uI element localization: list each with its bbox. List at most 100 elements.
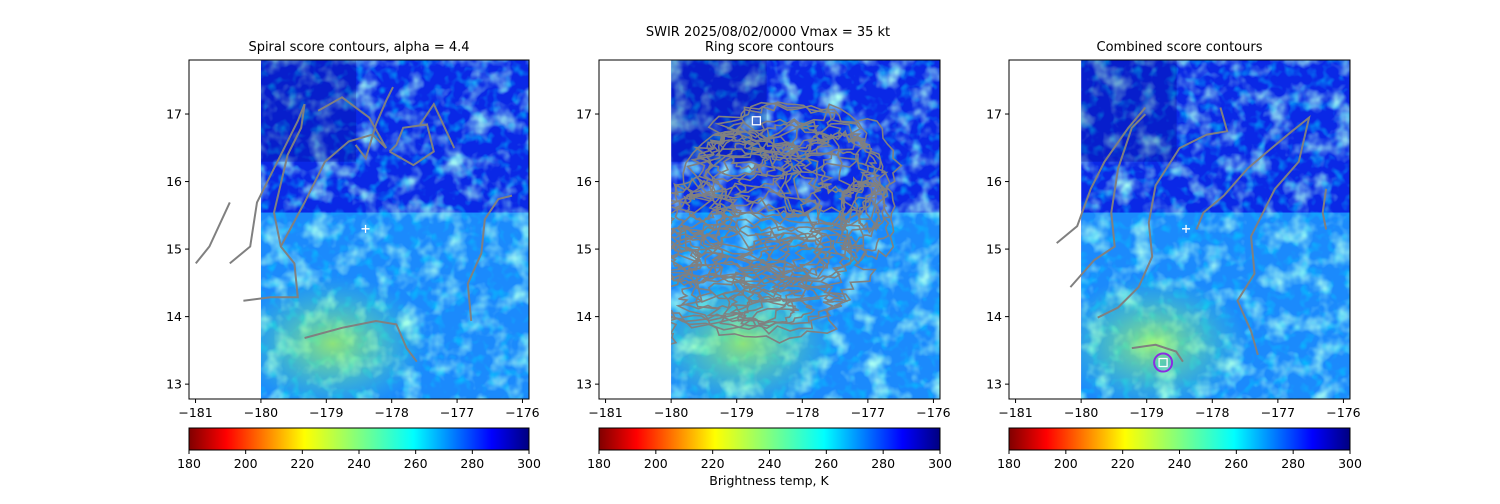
colorbar-tick-label: 280	[871, 456, 895, 471]
contour-line	[1056, 106, 1147, 244]
ring-contour-line	[857, 197, 882, 234]
x-tick-label: −178	[785, 405, 819, 420]
colorbar-tick-label: 200	[644, 456, 668, 471]
axes-frame	[188, 59, 530, 400]
y-tick-label: 13	[986, 377, 1002, 392]
contour-line	[229, 103, 306, 265]
ring-contour-line	[839, 180, 880, 244]
contour-line	[1069, 113, 1147, 288]
ring-contour-line	[761, 236, 835, 277]
ring-contour-line	[684, 193, 721, 223]
contour-line	[466, 194, 513, 322]
contour-line	[1321, 188, 1328, 230]
colorbar-gradient	[188, 427, 530, 451]
y-tick-label: 14	[986, 309, 1002, 324]
contour-line	[1131, 343, 1184, 363]
suptitle: SWIR 2025/08/02/0000 Vmax = 35 kt	[646, 25, 890, 40]
colorbar-tick-label: 260	[404, 456, 428, 471]
colorbar-tick-label: 280	[460, 456, 484, 471]
colorbar: 180 200 220 240 260 280 300	[997, 427, 1362, 471]
panels-group: Spiral score contours, alpha = 4.4 −181 −1…	[166, 40, 1362, 471]
ring-contour-line	[675, 266, 852, 344]
x-tick-label: −176	[1326, 405, 1360, 420]
contour-line	[1195, 115, 1311, 356]
colorbar-tick-label: 240	[1168, 456, 1192, 471]
x-tick-label: −176	[916, 405, 950, 420]
contour-line	[1097, 107, 1229, 319]
center-plus-marker	[1182, 224, 1191, 233]
y-tick-label: 14	[166, 309, 182, 324]
y-tick-label: 17	[166, 107, 182, 122]
ring-contour-line	[773, 122, 888, 226]
colorbar-tick-label: 220	[290, 456, 314, 471]
colorbar-tick-label: 300	[1338, 456, 1362, 471]
ring-contour-line	[736, 295, 800, 325]
ring-contour-line	[725, 140, 771, 171]
colorbar-tick-label: 180	[177, 456, 201, 471]
ring-contour-line	[738, 225, 859, 291]
colorbar-tick-label: 300	[928, 456, 952, 471]
y-tick-label: 13	[576, 377, 592, 392]
x-tick-label: −176	[505, 405, 539, 420]
x-tick-label: −179	[720, 405, 754, 420]
colorbar-tick-label: 180	[997, 456, 1021, 471]
ring-contour-line	[690, 125, 806, 205]
ring-contour-line	[671, 224, 725, 286]
x-tick-label: −180	[1064, 405, 1098, 420]
colorbar-gradient	[1008, 427, 1351, 451]
ring-contour-line	[705, 136, 769, 177]
ring-contour-line	[674, 193, 725, 234]
axes-frame	[598, 59, 941, 400]
image-dark-edge	[1081, 60, 1177, 162]
x-tick-label: −177	[440, 405, 474, 420]
colorbar-tick-label: 260	[814, 456, 838, 471]
x-tick-label: −178	[1195, 405, 1229, 420]
y-tick-label: 16	[166, 174, 182, 189]
colorbar-tick-label: 220	[1111, 456, 1135, 471]
ring-contour-line	[726, 101, 842, 155]
contour-line	[304, 319, 418, 363]
colorbar-gradient	[598, 427, 941, 451]
brightness-temp-image	[1081, 60, 1350, 399]
colorbar-label: Brightness temp, K	[709, 473, 829, 488]
panel-1: Spiral score contours, alpha = 4.4 −181 −1…	[166, 40, 541, 471]
ring-contour-line	[721, 276, 835, 330]
image-warm-region	[260, 275, 429, 399]
panel-title: Combined score contours	[1097, 40, 1263, 55]
ring-contour-line	[707, 101, 870, 178]
ring-contour-line	[760, 123, 822, 152]
axes-frame	[1008, 59, 1351, 400]
ring-contour-line	[775, 243, 831, 273]
panel-3: Combined score contours −181 −180 −179 −178 −…	[986, 40, 1362, 471]
panel-title: Ring score contours	[705, 40, 834, 55]
colorbar-tick-label: 200	[234, 456, 258, 471]
ring-contour-line	[618, 311, 656, 346]
x-tick-label: −178	[375, 405, 409, 420]
contour-line	[388, 123, 435, 167]
y-tick-label: 15	[576, 242, 592, 257]
ring-contour-line	[684, 203, 832, 290]
colorbar-tick-label: 200	[1054, 456, 1078, 471]
colorbar: 180 200 220 240 260 280 300	[587, 427, 952, 471]
best-center-square	[1158, 357, 1168, 368]
colorbar-tick-label: 240	[347, 456, 371, 471]
x-tick-label: −177	[851, 405, 885, 420]
x-tick-label: −181	[178, 405, 212, 420]
ring-contour-line	[854, 181, 888, 231]
y-tick-label: 13	[166, 377, 182, 392]
ring-contour-line	[671, 273, 768, 322]
panel-title: Spiral score contours, alpha = 4.4	[248, 40, 469, 55]
ring-contour-line	[751, 232, 850, 286]
colorbar-tick-label: 180	[587, 456, 611, 471]
x-tick-label: −180	[244, 405, 278, 420]
colorbar: 180 200 220 240 260 280 300	[177, 427, 541, 471]
x-tick-label: −181	[998, 405, 1032, 420]
contour-line	[354, 86, 394, 161]
ring-contour-line	[608, 314, 662, 358]
x-tick-label: −181	[588, 405, 622, 420]
colorbar-tick-label: 220	[701, 456, 725, 471]
ring-contour-line	[671, 239, 703, 282]
colorbar-tick-label: 240	[758, 456, 782, 471]
contour-line	[419, 102, 456, 149]
